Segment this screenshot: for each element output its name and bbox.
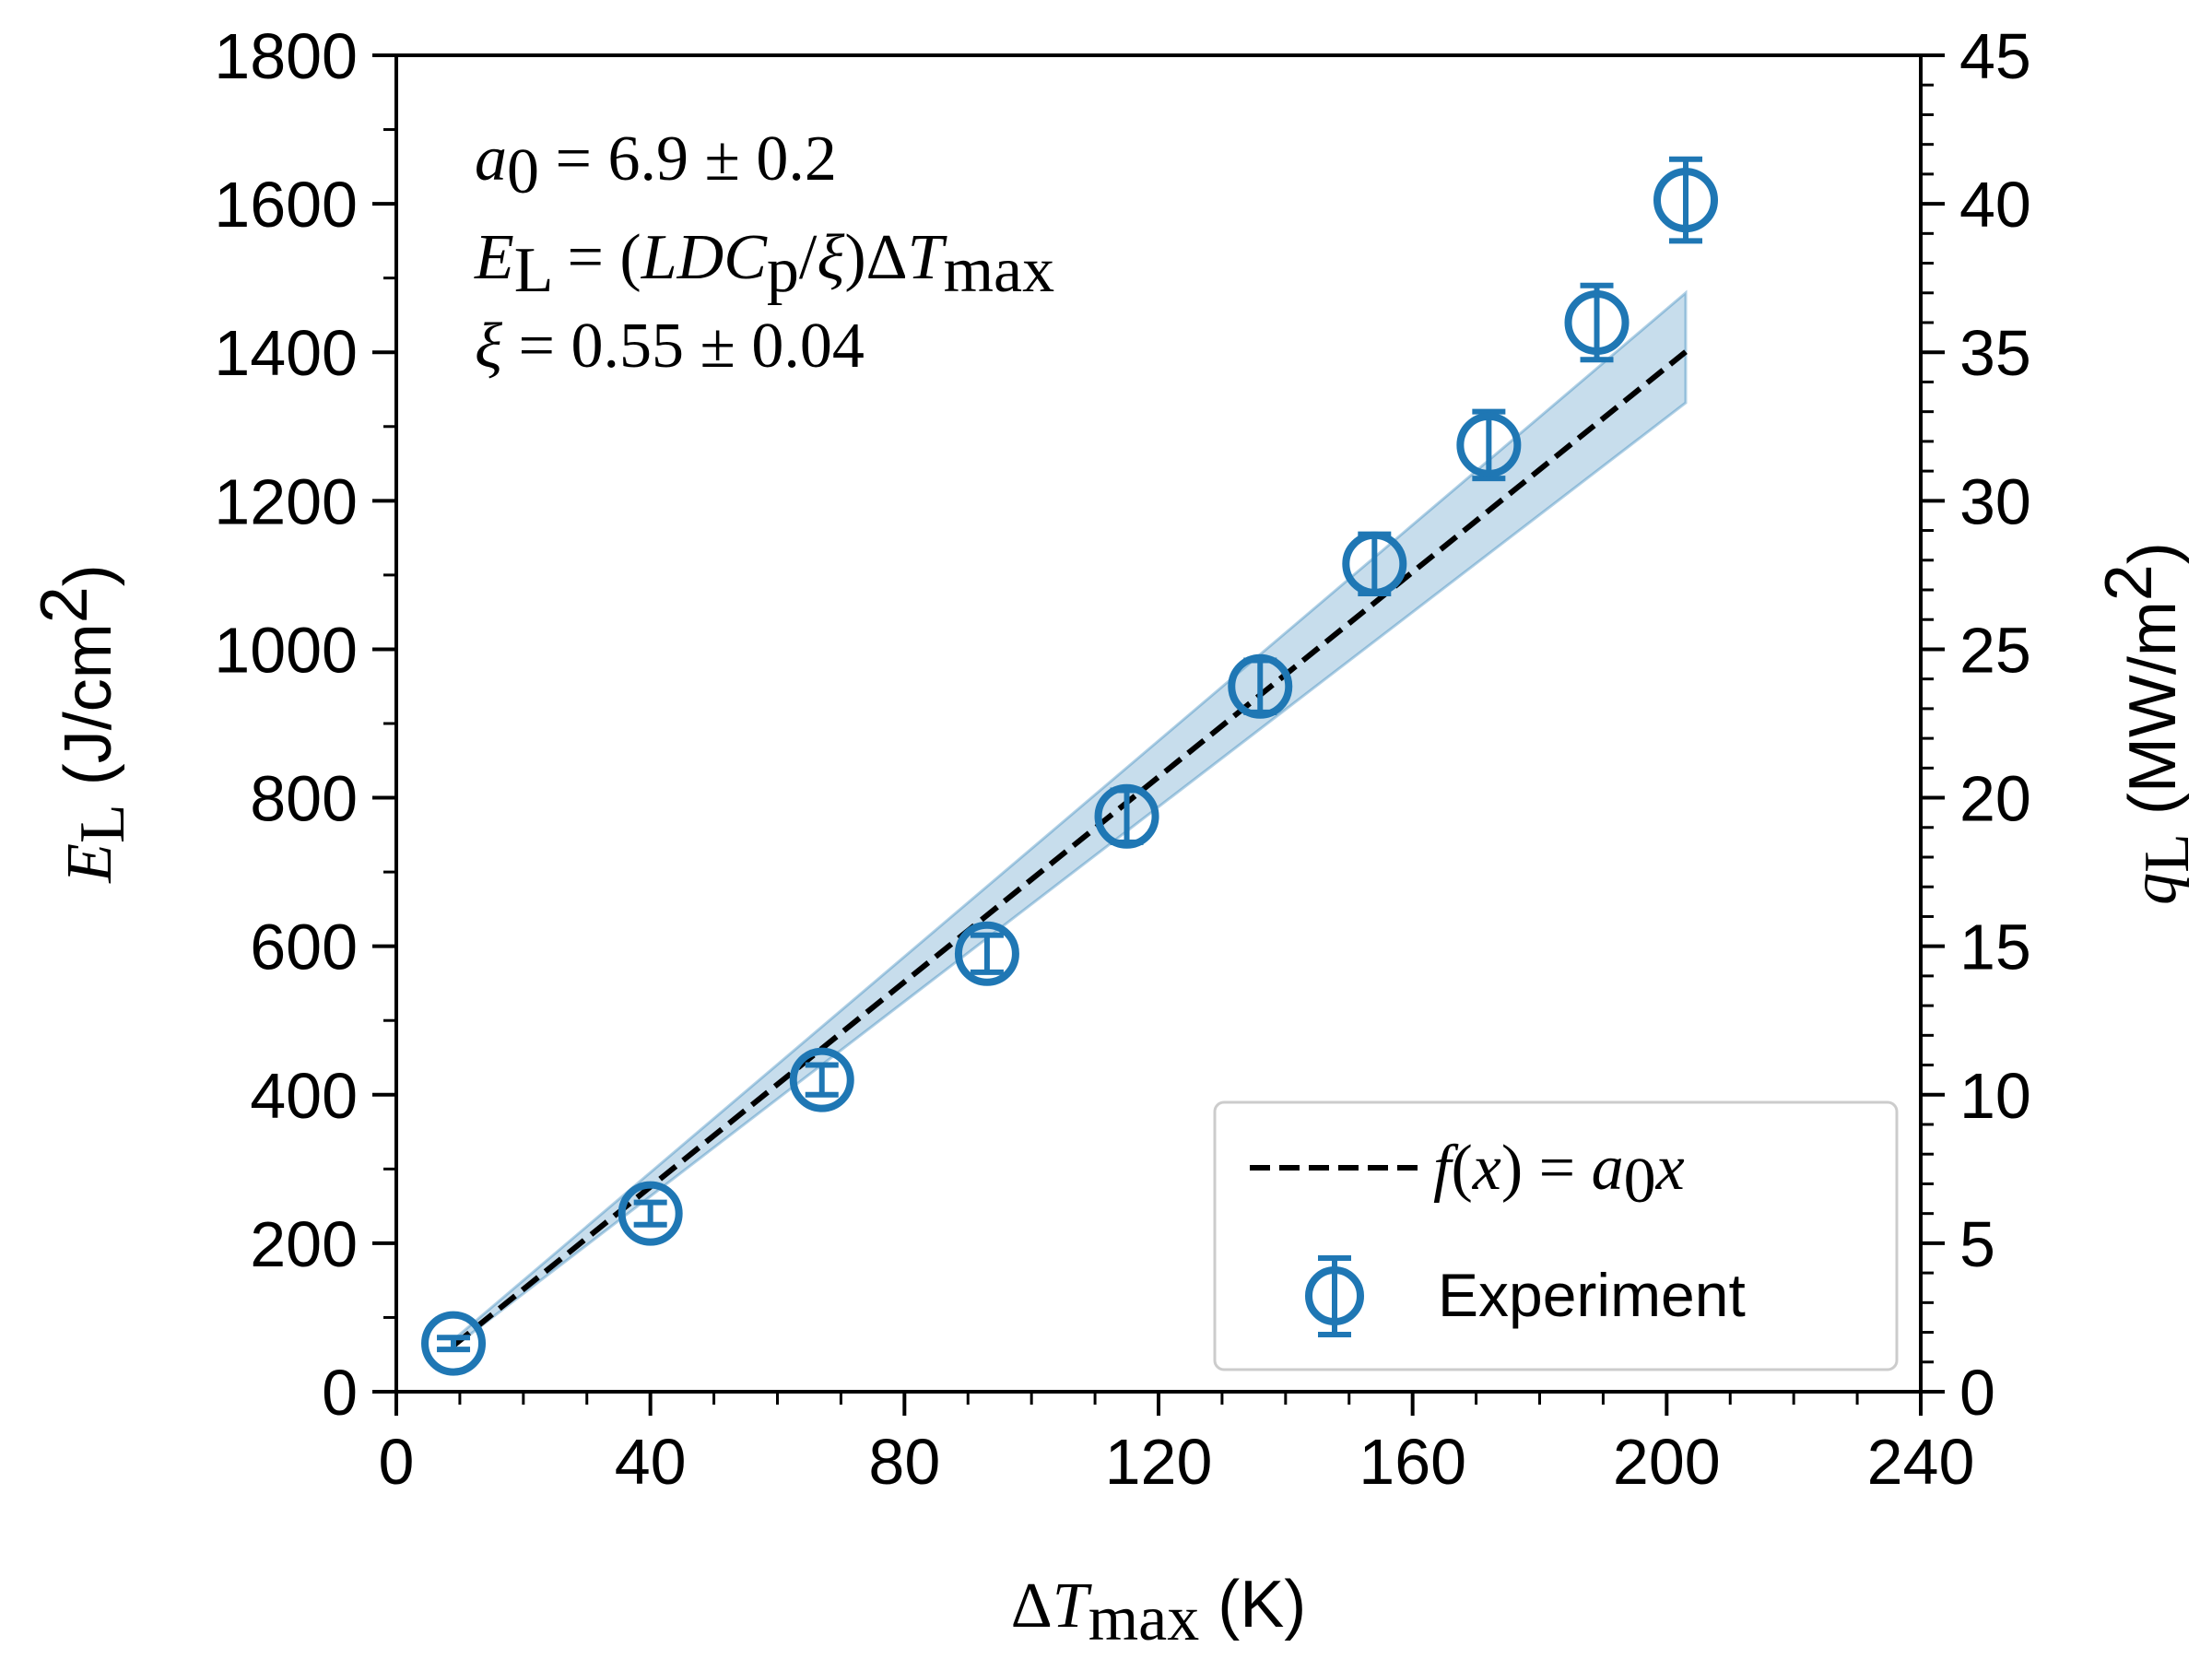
x-tick-label: 40 <box>615 1426 687 1498</box>
y-left-tick-label: 1800 <box>214 20 358 92</box>
y-right-tick-label: 25 <box>1959 614 2031 686</box>
y-right-tick-label: 0 <box>1959 1357 1995 1429</box>
y-axis-right-ticks: 0 5 10 15 20 25 30 35 40 45 <box>1921 20 2031 1429</box>
y-axis-left-ticks: 0 200 400 600 800 1000 1200 1400 1600 1800 <box>214 20 396 1429</box>
point-marker <box>421 1311 487 1376</box>
point-marker <box>954 921 1019 986</box>
x-axis-ticks: 0 40 80 120 160 200 240 <box>379 1392 1975 1498</box>
point-marker <box>1094 783 1159 849</box>
y-left-tick-label: 400 <box>250 1060 358 1132</box>
experiment-point <box>1456 408 1522 482</box>
experiment-point <box>1564 282 1630 363</box>
annotation-xi: ξ = 0.55 ± 0.04 <box>475 311 865 382</box>
annotation-block: a0 = 6.9 ± 0.2 EL = (LDCp/ξ)ΔTmax ξ = 0.… <box>474 124 1054 382</box>
experiment-point <box>618 1181 683 1246</box>
y-right-tick-label: 20 <box>1959 763 2031 835</box>
y-left-tick-label: 800 <box>250 763 358 835</box>
y-left-tick-label: 600 <box>250 912 358 983</box>
annotation-a0: a0 = 6.9 ± 0.2 <box>475 124 837 207</box>
experiment-point <box>789 1047 854 1112</box>
y-right-tick-label: 10 <box>1959 1060 2031 1132</box>
point-marker <box>1342 531 1407 596</box>
legend: f(x) = a0x Experiment <box>1213 1100 1899 1371</box>
x-tick-label: 0 <box>379 1426 415 1498</box>
legend-experiment-swatch <box>1305 1255 1364 1337</box>
y-left-tick-label: 1400 <box>214 317 358 389</box>
y-right-tick-label: 15 <box>1959 912 2031 983</box>
experiment-point <box>1342 531 1407 597</box>
annotation-el: EL = (LDCp/ξ)ΔTmax <box>474 222 1054 306</box>
experiment-point <box>1094 783 1159 849</box>
legend-experiment-label: Experiment <box>1438 1261 1746 1329</box>
experiment-points-layer <box>421 156 1719 1376</box>
y-left-tick-label: 0 <box>322 1357 358 1429</box>
point-marker <box>789 1047 854 1112</box>
experiment-point <box>1228 653 1293 719</box>
y-left-tick-label: 1000 <box>214 614 358 686</box>
y-right-tick-label: 30 <box>1959 465 2031 537</box>
y-left-tick-label: 1600 <box>214 169 358 241</box>
x-tick-label: 160 <box>1359 1426 1466 1498</box>
point-marker <box>1456 412 1522 477</box>
experiment-point <box>1653 156 1719 244</box>
x-tick-label: 240 <box>1867 1426 1975 1498</box>
y-left-tick-label: 1200 <box>214 465 358 537</box>
point-marker <box>1653 168 1719 233</box>
point-marker <box>1564 290 1630 355</box>
y-axis-right-label: qL (MW/m2) <box>2092 542 2203 905</box>
x-tick-label: 120 <box>1105 1426 1213 1498</box>
y-right-tick-label: 35 <box>1959 317 2031 389</box>
x-axis-label: ΔTmax (K) <box>1011 1568 1306 1654</box>
point-marker <box>1228 653 1293 719</box>
y-right-tick-label: 40 <box>1959 169 2031 241</box>
point-marker <box>618 1181 683 1246</box>
y-right-tick-label: 45 <box>1959 20 2031 92</box>
experiment-point <box>421 1311 487 1376</box>
x-tick-label: 80 <box>868 1426 940 1498</box>
x-tick-label: 200 <box>1613 1426 1721 1498</box>
legend-fit-label: f(x) = a0x <box>1433 1133 1685 1217</box>
y-left-tick-label: 200 <box>250 1208 358 1280</box>
experiment-point <box>954 921 1019 986</box>
y-right-tick-label: 5 <box>1959 1208 1995 1280</box>
y-axis-left-label: EL (J/cm2) <box>28 564 138 884</box>
